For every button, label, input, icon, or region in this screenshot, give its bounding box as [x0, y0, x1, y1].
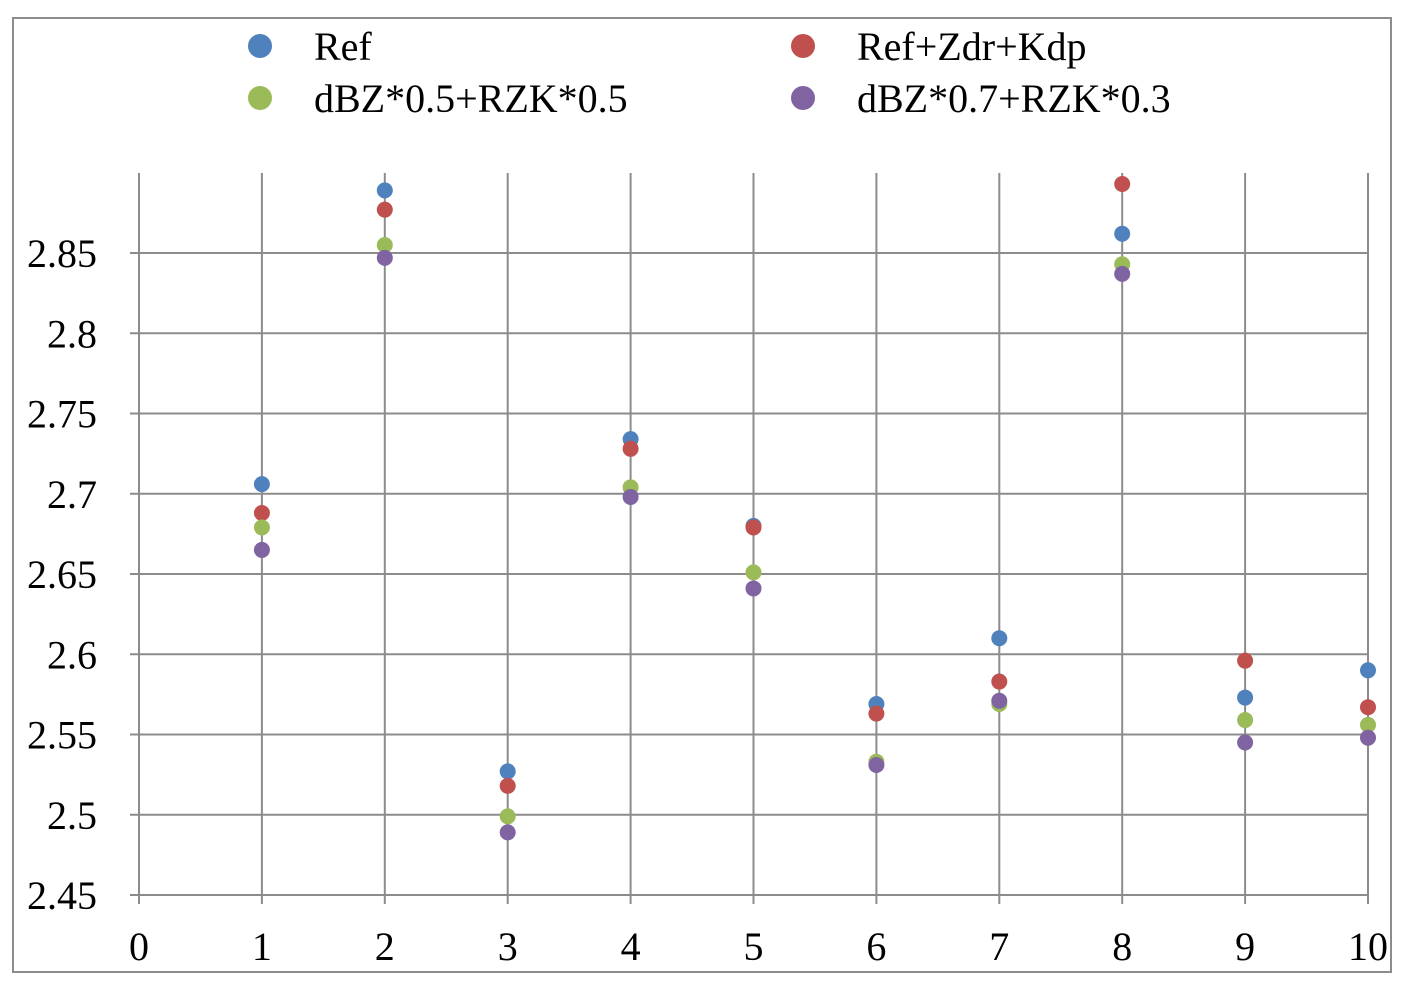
y-tick-label: 2.65 — [27, 552, 97, 597]
data-point-series-4 — [499, 824, 516, 841]
data-point-series-4 — [376, 249, 393, 266]
legend-marker — [248, 34, 272, 58]
data-point-series-3 — [745, 564, 762, 581]
data-point-series-1 — [253, 476, 270, 493]
data-point-series-1 — [1237, 689, 1254, 706]
data-point-series-1 — [1360, 662, 1376, 679]
tick-labels: 2.45 2.5 2.55 2.6 2.65 2.7 2.75 2.8 2.85 0 1 2 3 4 5 6 7… — [27, 231, 1388, 969]
data-point-series-4 — [991, 692, 1008, 709]
data-point-series-4 — [1237, 734, 1254, 751]
x-tick-label: 9 — [1235, 924, 1255, 969]
data-point-series-2 — [1360, 699, 1376, 716]
legend-label: Ref+Zdr+Kdp — [857, 24, 1087, 69]
data-point-series-2 — [253, 505, 270, 522]
legend-marker — [791, 86, 815, 110]
data-point-series-3 — [376, 236, 393, 253]
x-tick-label: 5 — [744, 924, 764, 969]
legend: Ref Ref+Zdr+Kdp dBZ*0.5+RZK*0.5 dBZ*0.7+RZK… — [248, 24, 1171, 121]
x-tick-label: 0 — [129, 924, 149, 969]
data-point-series-2 — [1237, 652, 1254, 669]
data-point-series-4 — [622, 488, 639, 505]
y-tick-label: 2.75 — [27, 392, 97, 437]
data-point-series-2 — [745, 519, 762, 536]
data-point-series-2 — [499, 777, 516, 794]
chart-frame — [12, 17, 1392, 973]
data-point-series-4 — [1114, 265, 1131, 282]
data-point-series-3 — [1237, 712, 1254, 729]
data-point-series-2 — [868, 705, 885, 722]
legend-label: dBZ*0.5+RZK*0.5 — [314, 76, 628, 121]
legend-marker — [791, 34, 815, 58]
y-tick-label: 2.6 — [47, 632, 97, 677]
data-point-series-2 — [1114, 175, 1131, 192]
x-tick-label: 3 — [498, 924, 518, 969]
data-points — [253, 175, 1376, 841]
data-point-series-2 — [376, 201, 393, 218]
data-point-series-4 — [745, 580, 762, 597]
y-tick-label: 2.7 — [47, 472, 97, 517]
x-tick-label: 7 — [989, 924, 1009, 969]
data-point-series-1 — [499, 763, 516, 780]
y-tick-label: 2.45 — [27, 873, 97, 918]
x-tick-label: 4 — [621, 924, 641, 969]
legend-label: Ref — [314, 24, 372, 69]
y-tick-label: 2.85 — [27, 231, 97, 276]
data-point-series-3 — [253, 519, 270, 536]
x-tick-label: 6 — [866, 924, 886, 969]
x-tick-label: 8 — [1112, 924, 1132, 969]
data-point-series-3 — [499, 808, 516, 825]
legend-label: dBZ*0.7+RZK*0.3 — [857, 76, 1171, 121]
data-point-series-1 — [991, 630, 1008, 647]
data-point-series-2 — [991, 673, 1008, 690]
data-point-series-4 — [1360, 729, 1376, 746]
grid — [130, 173, 1369, 904]
y-tick-label: 2.8 — [47, 311, 97, 356]
data-point-series-4 — [253, 541, 270, 558]
data-point-series-3 — [1360, 716, 1376, 733]
x-tick-label: 2 — [375, 924, 395, 969]
data-point-series-1 — [1114, 225, 1131, 242]
x-tick-label: 1 — [252, 924, 272, 969]
data-point-series-4 — [868, 756, 885, 773]
x-tick-label: 10 — [1348, 924, 1388, 969]
y-tick-label: 2.55 — [27, 713, 97, 758]
data-point-series-1 — [376, 182, 393, 199]
legend-marker — [248, 86, 272, 110]
data-point-series-2 — [622, 440, 639, 457]
y-tick-label: 2.5 — [47, 793, 97, 838]
